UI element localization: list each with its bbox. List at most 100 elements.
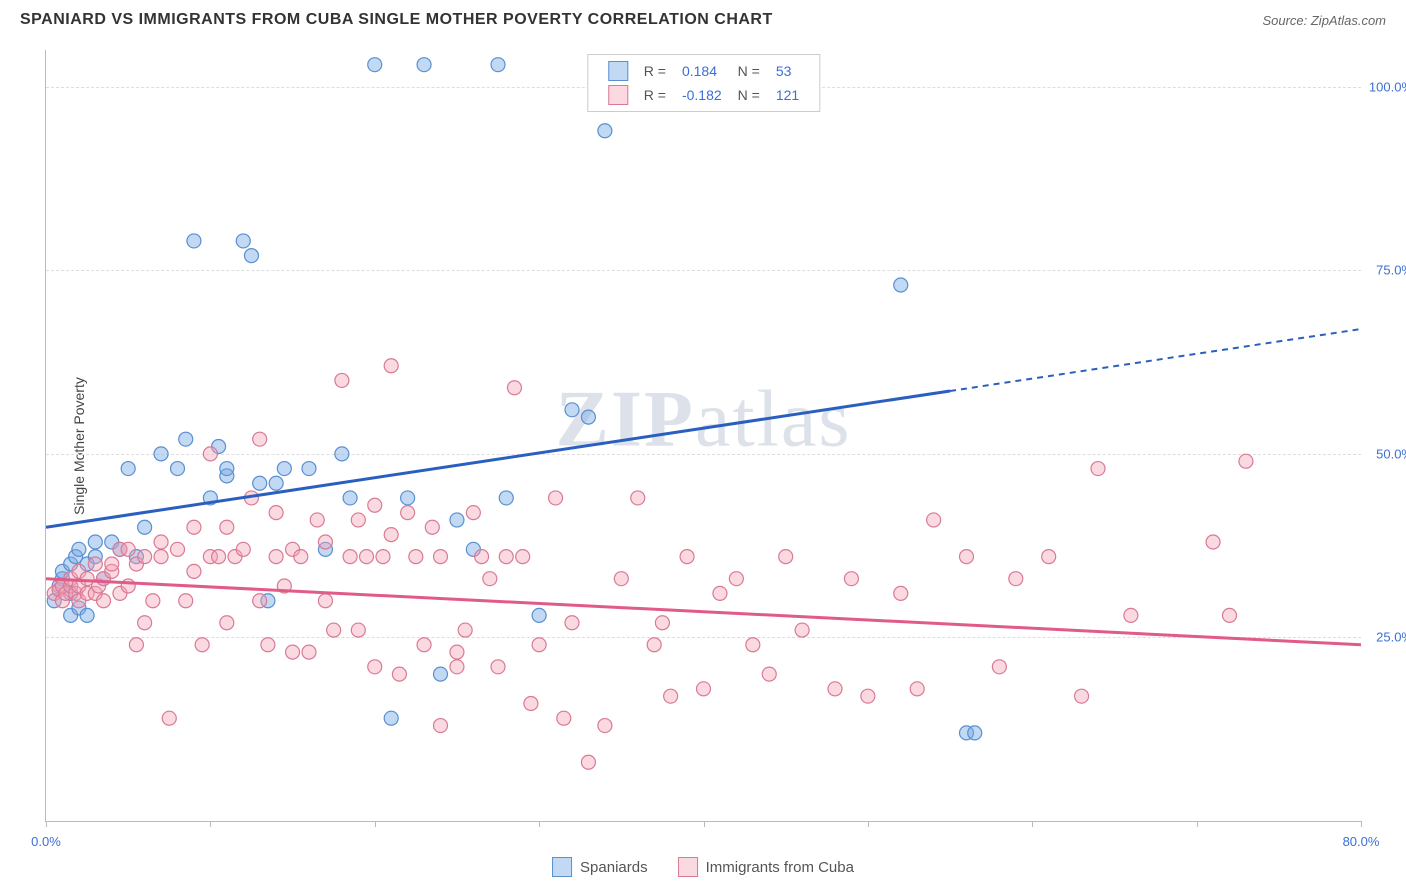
- data-point: [121, 462, 135, 476]
- data-point: [335, 373, 349, 387]
- data-point: [269, 476, 283, 490]
- data-point: [203, 447, 217, 461]
- data-point: [598, 124, 612, 138]
- data-point: [302, 462, 316, 476]
- data-point: [499, 491, 513, 505]
- y-tick-label: 100.0%: [1369, 79, 1406, 94]
- data-point: [828, 682, 842, 696]
- data-point: [664, 689, 678, 703]
- data-point: [277, 462, 291, 476]
- data-point: [631, 491, 645, 505]
- data-point: [409, 550, 423, 564]
- data-point: [392, 667, 406, 681]
- legend-bottom: Spaniards Immigrants from Cuba: [552, 857, 854, 877]
- data-point: [121, 542, 135, 556]
- data-point: [138, 616, 152, 630]
- data-point: [729, 572, 743, 586]
- data-point: [779, 550, 793, 564]
- data-point: [384, 359, 398, 373]
- data-point: [220, 520, 234, 534]
- data-point: [376, 550, 390, 564]
- legend-row-series-1: R = -0.182 N = 121: [600, 83, 807, 107]
- data-point: [499, 550, 513, 564]
- data-point: [1239, 454, 1253, 468]
- legend-correlation-box: R = 0.184 N = 53 R = -0.182 N = 121: [587, 54, 820, 112]
- data-point: [425, 520, 439, 534]
- data-point: [434, 550, 448, 564]
- data-point: [524, 697, 538, 711]
- data-point: [1206, 535, 1220, 549]
- data-point: [368, 660, 382, 674]
- data-point: [343, 550, 357, 564]
- data-point: [261, 638, 275, 652]
- data-point: [171, 542, 185, 556]
- data-point: [171, 462, 185, 476]
- data-point: [343, 491, 357, 505]
- data-point: [475, 550, 489, 564]
- data-point: [220, 616, 234, 630]
- data-point: [491, 660, 505, 674]
- data-point: [844, 572, 858, 586]
- data-point: [795, 623, 809, 637]
- data-point: [236, 542, 250, 556]
- data-point: [212, 550, 226, 564]
- data-point: [647, 638, 661, 652]
- data-point: [713, 586, 727, 600]
- legend-bottom-swatch-1: [678, 857, 698, 877]
- data-point: [581, 755, 595, 769]
- data-point: [1009, 572, 1023, 586]
- legend-n-label: N =: [730, 59, 768, 83]
- data-point: [187, 564, 201, 578]
- data-point: [80, 608, 94, 622]
- data-point: [253, 432, 267, 446]
- scatter-svg: [46, 50, 1361, 821]
- trend-line: [46, 391, 950, 527]
- data-point: [762, 667, 776, 681]
- data-point: [894, 586, 908, 600]
- data-point: [992, 660, 1006, 674]
- data-point: [318, 594, 332, 608]
- data-point: [697, 682, 711, 696]
- data-point: [187, 234, 201, 248]
- data-point: [960, 550, 974, 564]
- legend-swatch-series-0: [608, 61, 628, 81]
- data-point: [581, 410, 595, 424]
- data-point: [105, 557, 119, 571]
- legend-r-value-1: -0.182: [674, 83, 730, 107]
- data-point: [450, 513, 464, 527]
- data-point: [327, 623, 341, 637]
- chart-plot-area: ZIPatlas R = 0.184 N = 53 R = -0.182 N =…: [45, 50, 1361, 822]
- data-point: [434, 667, 448, 681]
- data-point: [179, 432, 193, 446]
- legend-bottom-item-1: Immigrants from Cuba: [678, 857, 854, 877]
- data-point: [72, 542, 86, 556]
- data-point: [894, 278, 908, 292]
- data-point: [294, 550, 308, 564]
- data-point: [220, 462, 234, 476]
- legend-bottom-label-0: Spaniards: [580, 859, 648, 876]
- data-point: [927, 513, 941, 527]
- data-point: [351, 623, 365, 637]
- legend-n-value-0: 53: [768, 59, 807, 83]
- data-point: [154, 550, 168, 564]
- data-point: [384, 711, 398, 725]
- data-point: [458, 623, 472, 637]
- data-point: [368, 58, 382, 72]
- legend-n-label: N =: [730, 83, 768, 107]
- data-point: [1124, 608, 1138, 622]
- y-tick-label: 75.0%: [1376, 263, 1406, 278]
- data-point: [269, 506, 283, 520]
- data-point: [491, 58, 505, 72]
- legend-bottom-swatch-0: [552, 857, 572, 877]
- data-point: [450, 645, 464, 659]
- data-point: [244, 249, 258, 263]
- data-point: [450, 660, 464, 674]
- data-point: [138, 550, 152, 564]
- data-point: [910, 682, 924, 696]
- legend-r-label: R =: [636, 59, 674, 83]
- data-point: [154, 447, 168, 461]
- data-point: [532, 638, 546, 652]
- data-point: [88, 557, 102, 571]
- x-tick-label: 0.0%: [31, 834, 61, 849]
- data-point: [146, 594, 160, 608]
